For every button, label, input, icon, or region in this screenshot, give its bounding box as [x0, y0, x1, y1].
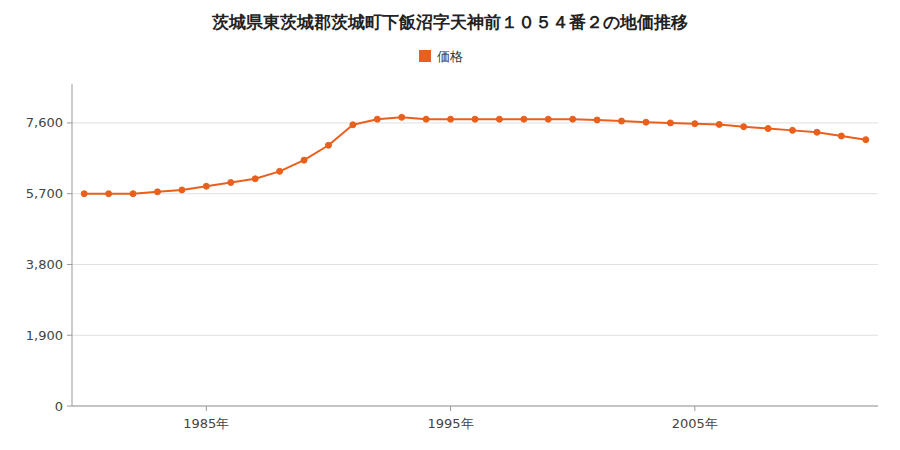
point	[765, 126, 771, 132]
grid-line	[72, 335, 878, 336]
x-tick	[694, 406, 695, 411]
point	[521, 116, 527, 122]
point	[154, 189, 160, 195]
point	[203, 183, 209, 189]
y-tick-label: 7,600	[26, 115, 63, 130]
x-tick	[450, 406, 451, 411]
y-tick-label: 5,700	[26, 186, 63, 201]
grid-line	[72, 264, 878, 265]
point	[448, 116, 454, 122]
point	[228, 180, 234, 186]
point	[130, 191, 136, 197]
point	[716, 121, 722, 127]
point	[838, 133, 844, 139]
background	[0, 0, 900, 450]
legend-label: 価格	[437, 49, 463, 64]
point	[301, 157, 307, 163]
point	[570, 116, 576, 122]
point	[472, 116, 478, 122]
point	[667, 120, 673, 126]
point	[619, 118, 625, 124]
point	[277, 168, 283, 174]
plot-area	[81, 114, 869, 196]
y-tick-label: 3,800	[26, 257, 63, 272]
point	[545, 116, 551, 122]
x-tick-label: 2005年	[672, 416, 718, 431]
x-tick	[206, 406, 207, 411]
y-tick-label: 1,900	[26, 328, 63, 343]
point	[863, 137, 869, 143]
point	[350, 122, 356, 128]
line	[84, 117, 866, 193]
point	[814, 129, 820, 135]
point	[374, 116, 380, 122]
y-tick-label: 0	[55, 399, 63, 414]
point	[399, 114, 405, 120]
x-tick-label: 1995年	[428, 416, 474, 431]
y-tick	[67, 406, 72, 407]
point	[496, 116, 502, 122]
point	[179, 187, 185, 193]
chart: 茨城県東茨城郡茨城町下飯沼字天神前１０５４番２の地価推移 0 1,900 3,800 5…	[0, 0, 900, 450]
point	[423, 116, 429, 122]
point	[692, 121, 698, 127]
grid-line	[72, 193, 878, 194]
legend: 価格	[419, 49, 463, 64]
point	[643, 119, 649, 125]
legend-swatch	[419, 50, 431, 62]
y-axis-line	[72, 84, 73, 406]
point	[790, 127, 796, 133]
point	[81, 191, 87, 197]
point	[106, 191, 112, 197]
y-tick	[67, 193, 72, 194]
point	[325, 142, 331, 148]
title: 茨城県東茨城郡茨城町下飯沼字天神前１０５４番２の地価推移	[211, 12, 688, 32]
point	[252, 176, 258, 182]
y-tick	[67, 335, 72, 336]
y-tick	[67, 264, 72, 265]
point	[741, 124, 747, 130]
grid	[72, 123, 878, 406]
y-tick	[67, 122, 72, 123]
point	[594, 117, 600, 123]
axes: 0 1,900 3,800 5,700 7,600 1985年 1995年 2005年	[26, 84, 878, 431]
x-tick-label: 1985年	[183, 416, 229, 431]
x-axis-line	[72, 406, 878, 407]
grid-line	[72, 406, 878, 407]
